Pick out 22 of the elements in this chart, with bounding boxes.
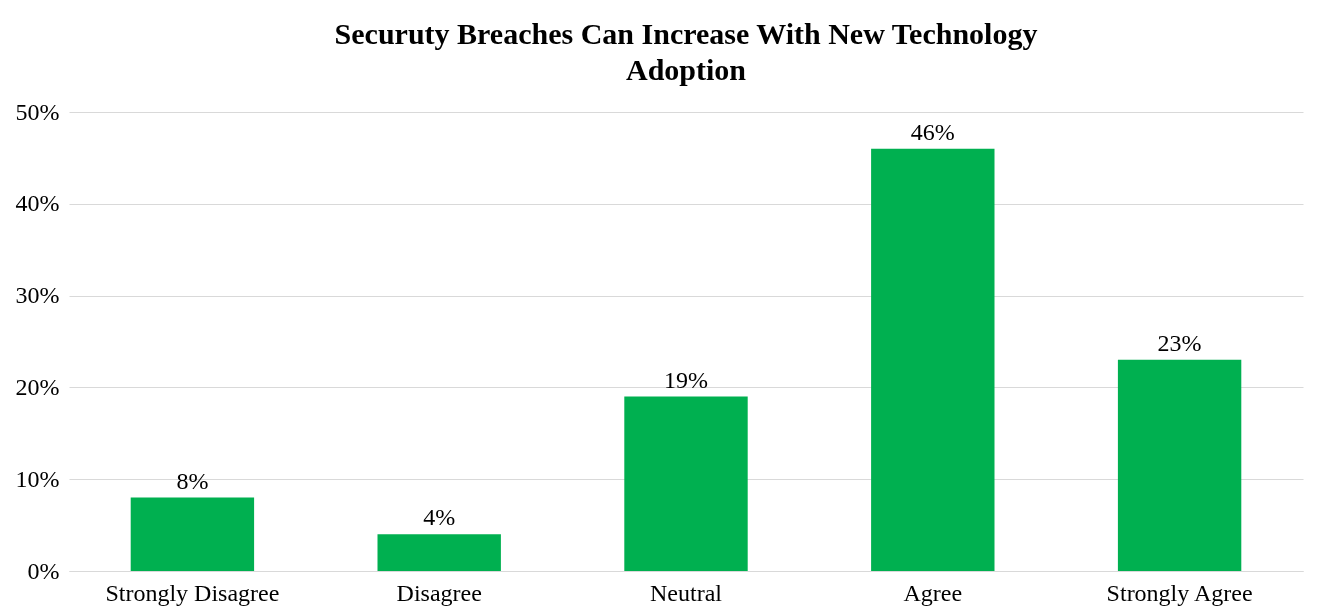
data-label: 8% [176, 467, 209, 494]
x-tick-label: Neutral [650, 579, 723, 606]
bar [1117, 359, 1242, 571]
bar [871, 148, 995, 571]
bar [130, 497, 255, 571]
x-tick-label: Disagree [396, 579, 482, 606]
x-tick-label: Strongly Agree [1106, 579, 1253, 606]
bar [624, 396, 748, 571]
bar [377, 534, 501, 571]
data-label: 19% [664, 366, 708, 393]
chart-title: Securuty Breaches Can Increase With New Technology Adoption [334, 17, 1038, 86]
y-tick-label: 30% [15, 282, 60, 309]
y-tick-label: 20% [15, 373, 60, 400]
y-tick-label: 50% [15, 98, 60, 125]
x-tick-label: Strongly Disagree [105, 579, 280, 606]
data-label: 4% [423, 504, 456, 531]
data-label: 23% [1157, 329, 1202, 356]
data-label: 46% [910, 118, 955, 145]
y-tick-label: 0% [27, 557, 60, 584]
x-tick-label: Agree [903, 579, 963, 606]
y-tick-label: 40% [15, 190, 60, 217]
y-tick-label: 10% [15, 465, 60, 492]
